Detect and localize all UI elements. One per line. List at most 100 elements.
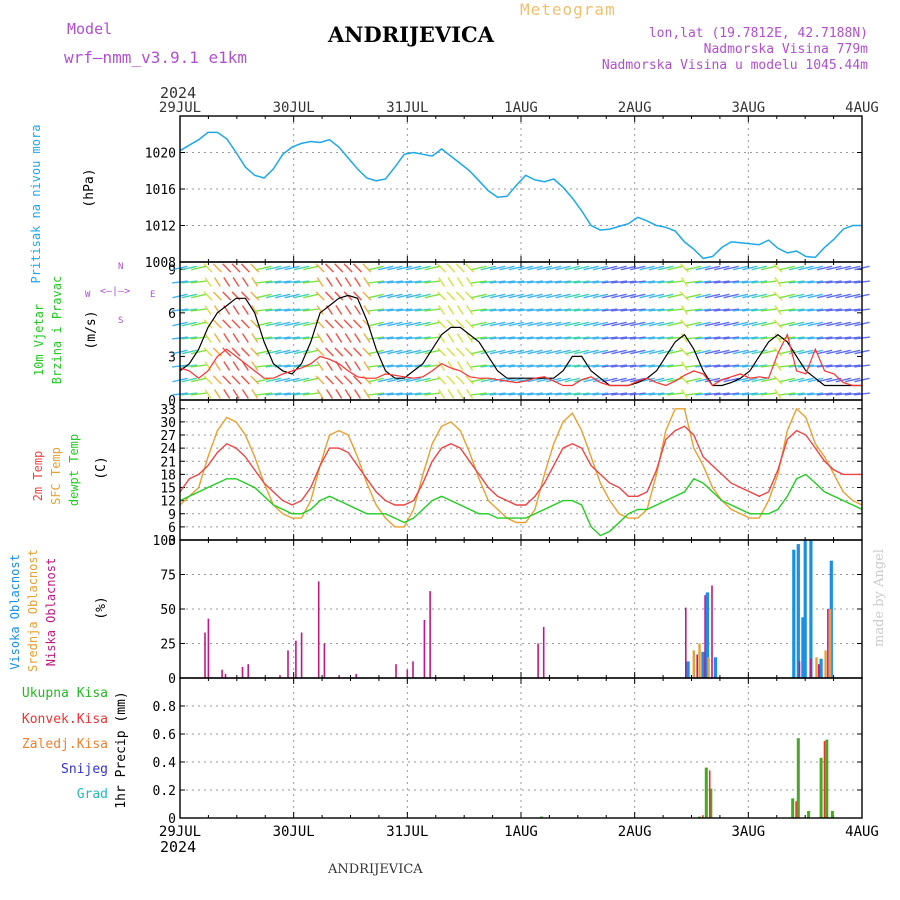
wind-barb — [773, 375, 783, 385]
wind-barb — [835, 336, 852, 340]
wind-barb — [517, 392, 534, 396]
wind-barb — [325, 389, 333, 399]
wind-barb — [574, 321, 590, 327]
wind-barb — [741, 280, 758, 284]
wind-barb — [826, 280, 842, 284]
wind-barb — [325, 333, 333, 343]
wind-barb — [788, 336, 805, 340]
wind-barb — [405, 321, 422, 327]
wind-barb — [704, 364, 721, 368]
wind-barb — [256, 293, 272, 299]
wind-barb — [405, 280, 422, 284]
wind-barb — [335, 305, 343, 315]
x-tick-label-bottom: 29JUL — [159, 824, 201, 840]
wind-barb — [303, 377, 319, 383]
wind-barb — [714, 265, 730, 271]
wind-barb — [343, 319, 353, 329]
y-tick-label: 75 — [160, 569, 176, 584]
wind-barb — [363, 361, 371, 371]
wind-barb — [713, 336, 730, 340]
wind-barb — [489, 321, 506, 327]
wind-barb — [334, 375, 344, 385]
wind-barb — [742, 293, 758, 299]
wind-barb — [751, 392, 768, 396]
wind-barb — [447, 305, 455, 315]
wind-barb — [517, 280, 534, 284]
wind-barb — [203, 263, 213, 273]
wind-barb — [223, 333, 231, 343]
wind-barb — [648, 336, 665, 340]
wind-barb — [386, 308, 403, 312]
wind-barb — [788, 293, 805, 299]
wind-barb — [508, 280, 525, 284]
wind-barb — [438, 305, 446, 315]
low-cloud-bar — [537, 643, 539, 678]
wind-barb — [835, 265, 851, 271]
wind-barb — [527, 349, 543, 355]
wind-barb — [344, 389, 352, 399]
wind-barb — [798, 364, 814, 368]
wind-barb — [256, 280, 273, 284]
wind-barb — [629, 308, 646, 312]
wind-barb — [564, 321, 581, 327]
high-cloud-bar — [803, 540, 807, 678]
wind-barb — [354, 305, 362, 315]
wind-barb — [773, 319, 783, 329]
wind-barb — [620, 280, 637, 284]
wind-barb — [181, 377, 198, 383]
y-tick-label: 0.2 — [153, 784, 176, 799]
wind-barb — [405, 308, 422, 312]
wind-barb — [573, 308, 590, 312]
wind-barb — [363, 277, 371, 287]
wind-barb — [779, 392, 796, 396]
y-tick-label: 1012 — [145, 220, 176, 235]
wind-barb — [203, 347, 213, 357]
wind-barb — [251, 277, 259, 287]
wind-barb — [203, 319, 213, 329]
y-tick-label: 33 — [160, 403, 176, 418]
wind-barb — [456, 305, 464, 315]
wind-barb — [362, 291, 372, 301]
mid-cloud-bar — [829, 609, 832, 678]
wind-barb — [489, 349, 506, 355]
wind-barb — [508, 377, 524, 383]
y-tick-label: 0 — [168, 672, 176, 687]
wind-barb — [284, 392, 301, 396]
wind-barb — [456, 361, 464, 371]
model-label: Model — [67, 20, 113, 38]
compass-rose-icon: <—|—> — [100, 286, 131, 297]
wind-barb — [807, 321, 823, 327]
wind-barb — [583, 377, 599, 383]
wind-barb — [190, 308, 207, 312]
wind-barb — [303, 293, 319, 299]
wind-barb — [620, 336, 637, 340]
wind-barb — [456, 389, 464, 399]
wind-barb — [414, 280, 431, 284]
wind-barb — [601, 392, 618, 396]
wind-barb — [798, 377, 814, 383]
wind-barb — [741, 336, 758, 340]
x-tick-label-bottom: 30JUL — [273, 824, 315, 840]
wind-barb — [545, 308, 562, 312]
wind-barb — [354, 277, 362, 287]
wind-barb — [377, 280, 394, 284]
wind-barb — [250, 347, 260, 357]
wind-barb — [773, 291, 783, 301]
wind-barb — [620, 293, 637, 299]
wind-barb — [396, 293, 412, 299]
wind-barb — [343, 375, 353, 385]
wind-barb — [816, 392, 833, 396]
wind-barb — [324, 347, 334, 357]
wind-barb — [396, 349, 412, 355]
wind-barb — [396, 377, 412, 383]
wind-barb — [241, 277, 249, 287]
wind-barb — [774, 305, 782, 315]
wind-barb — [424, 364, 441, 368]
wind-barb — [779, 377, 795, 383]
wind-barb — [518, 321, 534, 327]
wind-barb — [489, 293, 506, 299]
wind-barb — [685, 392, 702, 396]
wind-barb — [466, 333, 474, 343]
wind-barb — [466, 361, 474, 371]
temp-2m-line — [179, 425, 862, 506]
